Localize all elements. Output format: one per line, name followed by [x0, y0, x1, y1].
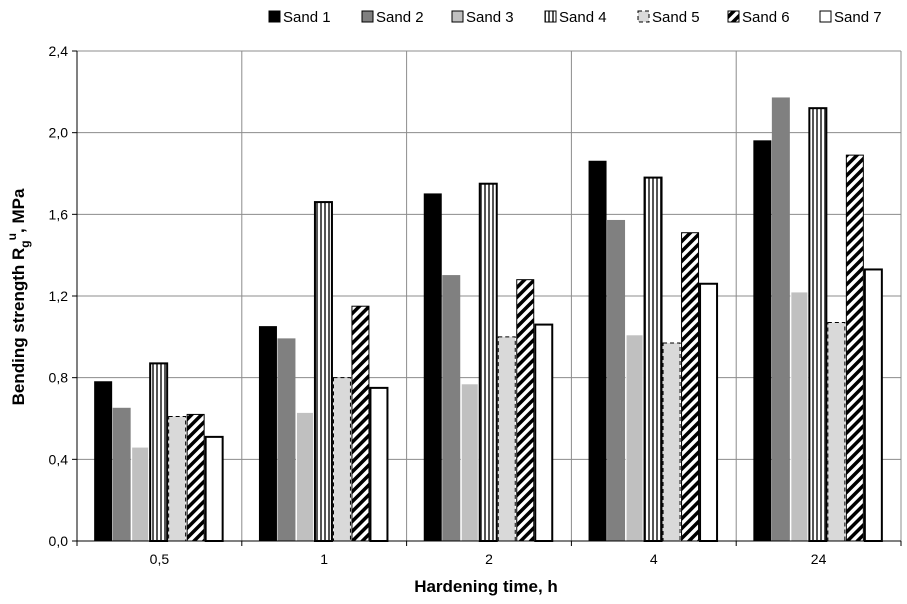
bar-sand-6-24: [845, 154, 864, 542]
gridlines: [77, 50, 902, 541]
bar-sand-2-24: [771, 97, 790, 542]
bar-sand-1-4: [588, 160, 607, 542]
y-axis-title-suffix: , MPa: [9, 188, 28, 233]
bar-sand-4-24: [808, 107, 828, 543]
bar-sand-6-2: [516, 279, 535, 542]
bar-sand-7-0-5: [204, 435, 224, 542]
bar-sand-4-2: [478, 182, 498, 542]
legend-label: Sand 3: [466, 9, 514, 26]
bar-sand-3-1: [295, 411, 314, 542]
bar-sand-7-4: [699, 282, 719, 542]
x-tick-label: 2: [485, 551, 493, 567]
y-axis-title-subscript: g: [18, 240, 32, 247]
x-tick-label: 4: [650, 551, 658, 567]
y-tick-label: 2,0: [49, 125, 69, 141]
y-tick-label: 1,6: [49, 206, 69, 222]
bars: [94, 97, 883, 543]
y-tick-label: 1,2: [49, 288, 69, 304]
bar-sand-7-1: [369, 386, 389, 542]
y-axis-title-main: Bending strength R: [9, 248, 28, 406]
legend-swatch: [637, 10, 650, 23]
bar-sand-4-1: [313, 201, 333, 542]
bar-sand-4-4: [643, 176, 663, 542]
y-axis-title-superscript: u: [5, 233, 19, 240]
bar-sand-2-2: [442, 275, 461, 542]
legend-label: Sand 7: [834, 9, 882, 26]
bar-sand-3-2: [460, 383, 479, 542]
bar-sand-1-1: [258, 326, 277, 542]
legend-label: Sand 5: [652, 9, 700, 26]
bar-sand-5-24: [827, 322, 846, 542]
bar-sand-6-4: [681, 232, 700, 542]
bar-sand-1-2: [423, 193, 442, 542]
legend-swatch: [361, 10, 374, 23]
legend-swatch: [819, 10, 832, 23]
bar-sand-4-0-5: [149, 362, 169, 542]
x-tick-label: 1: [320, 551, 328, 567]
tick-labels: 0,00,40,81,21,62,02,40,5 1 2 4 24: [49, 43, 827, 567]
legend: Sand 1 Sand 2 Sand 3 Sand 4 Sand 5 Sand 6 Sand…: [268, 9, 882, 26]
y-tick-label: 0,0: [49, 533, 69, 549]
y-tick-label: 0,4: [49, 451, 69, 467]
legend-swatch: [544, 10, 557, 23]
bar-sand-2-4: [607, 219, 626, 542]
legend-swatch: [727, 10, 740, 23]
legend-label: Sand 6: [742, 9, 790, 26]
y-tick-label: 0,8: [49, 370, 69, 386]
x-tick-label: 24: [811, 551, 827, 567]
bar-sand-5-4: [662, 342, 681, 542]
bar-sand-7-24: [863, 268, 883, 542]
legend-label: Sand 2: [376, 9, 424, 26]
bar-sand-5-2: [497, 336, 516, 542]
bar-sand-3-24: [790, 291, 809, 542]
y-tick-label: 2,4: [49, 43, 69, 59]
bar-sand-5-1: [332, 377, 351, 542]
bar-sand-3-4: [625, 334, 644, 542]
bar-sand-2-1: [277, 338, 296, 542]
bar-sand-6-0-5: [186, 413, 205, 542]
bar-sand-6-1: [351, 305, 370, 542]
legend-swatch: [451, 10, 464, 23]
bar-sand-1-24: [753, 140, 772, 542]
bar-sand-2-0-5: [112, 407, 131, 542]
axes: [72, 50, 902, 546]
x-tick-label: 0,5: [150, 551, 170, 567]
bar-sand-5-0-5: [168, 415, 187, 542]
legend-label: Sand 1: [283, 9, 331, 26]
x-axis-title: Hardening time, h: [414, 577, 558, 596]
bar-sand-1-0-5: [94, 381, 113, 542]
legend-label: Sand 4: [559, 9, 607, 26]
legend-swatch: [268, 10, 281, 23]
bar-sand-3-0-5: [131, 446, 150, 542]
bar-sand-7-2: [534, 323, 554, 543]
y-axis-title: Bending strength Rgu, MPa: [5, 188, 32, 405]
